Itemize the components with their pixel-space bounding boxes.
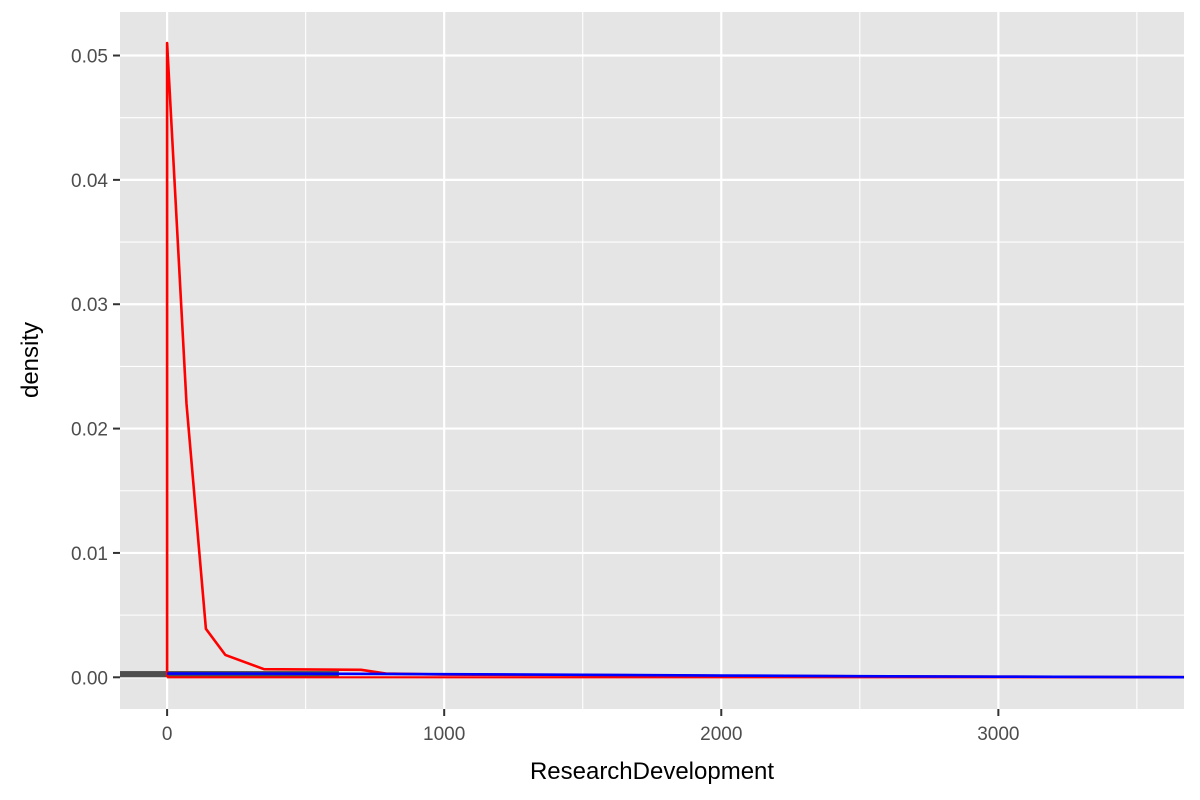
- y-tick-label-3: 0.03: [71, 295, 108, 316]
- y-tick-label-1: 0.01: [71, 544, 108, 565]
- axis-ticks: [113, 54, 1000, 716]
- x-tick-label-0: 0: [162, 724, 173, 745]
- x-tick-label-2: 2000: [700, 724, 742, 745]
- x-tick-label-1: 1000: [423, 724, 465, 745]
- minor-gridlines: [120, 12, 1184, 709]
- y-tick-label-2: 0.02: [71, 420, 108, 441]
- plot-panel: [120, 12, 1184, 709]
- y-tick-label-0: 0.00: [71, 668, 108, 689]
- y-tick-label-5: 0.05: [71, 47, 108, 68]
- x-tick-labels: 0 1000 2000 3000: [162, 724, 1020, 745]
- y-axis-title: density: [17, 322, 44, 398]
- series-layer: [165, 41, 1185, 679]
- x-tick-label-3: 3000: [977, 724, 1019, 745]
- y-tick-label-4: 0.04: [71, 171, 108, 192]
- series-line-1: [167, 672, 1185, 679]
- y-tick-labels: 0.00 0.01 0.02 0.03 0.04 0.05: [71, 47, 108, 690]
- x-axis-title: ResearchDevelopment: [530, 758, 774, 785]
